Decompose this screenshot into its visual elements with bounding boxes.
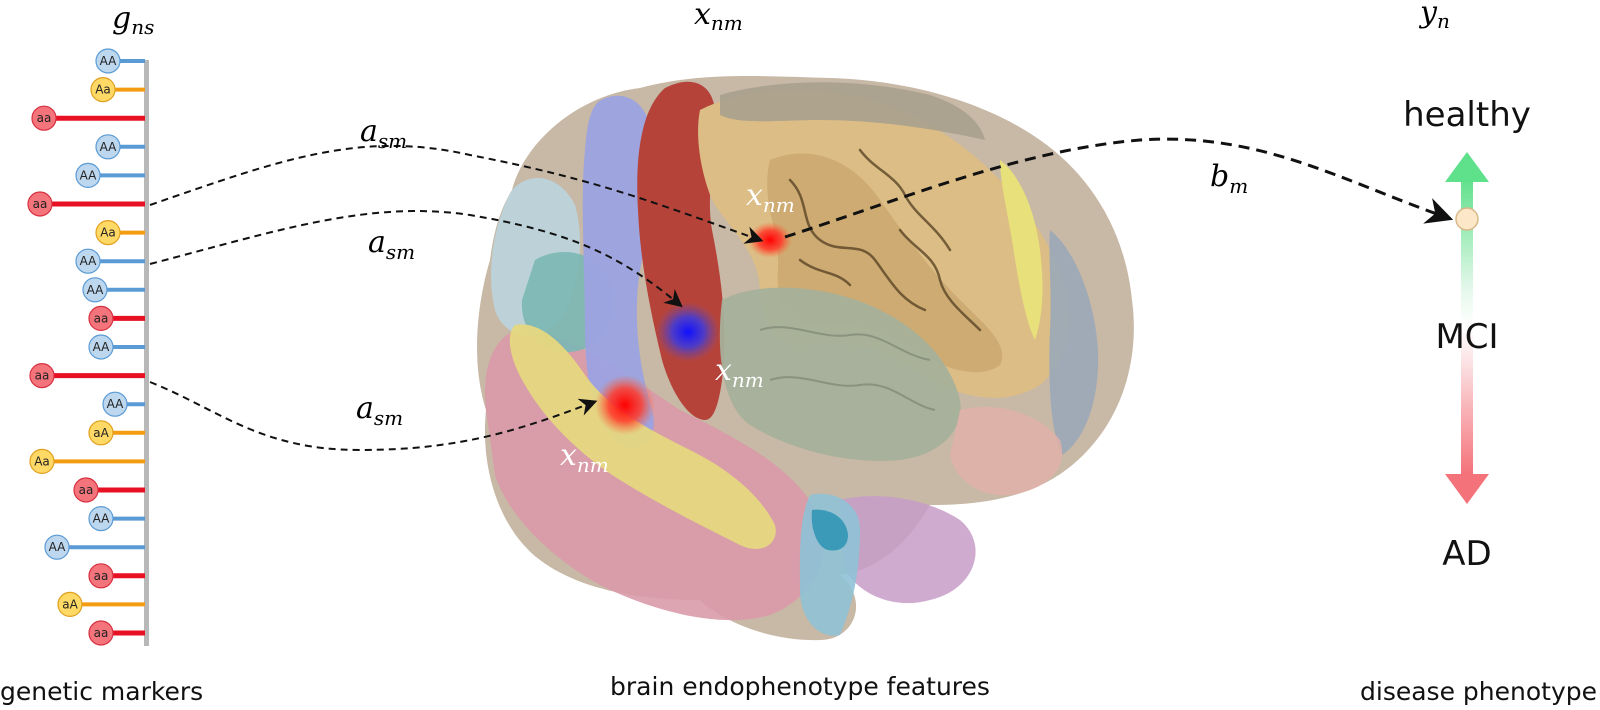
marker-allele-circle xyxy=(88,334,114,360)
marker-allele-circle xyxy=(88,620,114,646)
marker-allele-label: AA xyxy=(100,140,118,154)
marker-allele-circle xyxy=(75,248,101,274)
marker-allele-circle xyxy=(88,420,114,446)
marker-spine xyxy=(144,60,149,646)
right-edge-cortex xyxy=(1049,230,1099,455)
phenotype-mci: MCI xyxy=(1435,317,1498,357)
marker-allele-label: aa xyxy=(35,369,50,383)
marker-allele-label: aa xyxy=(94,626,109,640)
marker-allele-label: AA xyxy=(93,512,111,526)
brain-var-header: xnm xyxy=(694,0,743,35)
marker-allele-label: AA xyxy=(80,254,98,268)
lavender-gyrus xyxy=(582,95,654,449)
edge-a3 xyxy=(149,381,598,452)
yellow-right-strip xyxy=(1000,160,1043,340)
marker-allele-circle xyxy=(82,277,108,303)
marker-allele-label: AA xyxy=(100,54,118,68)
marker-allele-circle xyxy=(75,162,101,188)
marker-allele-circle xyxy=(90,76,116,103)
marker-allele-circle xyxy=(88,563,114,589)
marker-allele-label: AA xyxy=(93,340,111,354)
brain-illustration xyxy=(477,76,1134,641)
marker-allele-label: Aa xyxy=(34,454,50,468)
edge-a2 xyxy=(149,210,683,308)
region-label-temporal: xnm xyxy=(560,438,609,477)
marker-allele-label: aa xyxy=(33,197,48,211)
phenotype-healthy: healthy xyxy=(1403,95,1531,135)
edge-label-a1: asm xyxy=(360,114,407,153)
marker-allele-label: Aa xyxy=(100,226,116,240)
edges-layer xyxy=(149,137,1454,452)
parietal-folds xyxy=(759,326,936,411)
brainstem-dark xyxy=(811,509,848,551)
marker-allele-circle xyxy=(95,134,121,160)
subject-marker xyxy=(1455,207,1479,231)
marker-allele-circle xyxy=(29,448,55,474)
marker-allele-circle xyxy=(27,191,53,217)
marker-allele-label: aA xyxy=(62,597,78,611)
marker-allele-circle xyxy=(88,305,114,331)
marker-allele-circle xyxy=(57,591,83,618)
region-label-central: xnm xyxy=(715,353,764,392)
marker-allele-circle xyxy=(29,363,55,389)
marker-allele-label: aa xyxy=(94,311,109,325)
marker-allele-circle xyxy=(95,220,121,246)
phenotype-gradient-bar xyxy=(1461,178,1473,474)
marker-allele-label: aa xyxy=(94,569,109,583)
marker-allele-label: aa xyxy=(79,483,94,497)
yellow-gyrus xyxy=(509,324,776,549)
lower-right-cortex xyxy=(950,406,1063,496)
edge-a1 xyxy=(149,144,764,244)
healthy-arrowhead xyxy=(1445,152,1489,182)
marker-allele-circle xyxy=(95,48,121,74)
marker-allele-circle xyxy=(73,477,99,503)
edge-b xyxy=(784,137,1454,239)
edge-label-a3: asm xyxy=(356,391,403,430)
edge-label-b: bm xyxy=(1210,159,1248,198)
marker-allele-label: aa xyxy=(37,111,52,125)
parietal-lobe xyxy=(719,287,961,461)
marker-list: AAAaaaAAAAaaAaAAAAaaAAaaAAaAAaaaAAAAaaaA… xyxy=(27,48,145,646)
marker-allele-circle xyxy=(88,505,114,532)
phenotype-scale: healthy MCI AD xyxy=(1403,95,1531,574)
marker-allele-circle xyxy=(31,105,57,131)
upper-gray-band xyxy=(720,82,985,140)
marker-allele-label: AA xyxy=(80,168,98,182)
marker-allele-circle xyxy=(102,391,128,417)
cerebellum xyxy=(840,496,976,604)
hotspot-frontal-red xyxy=(748,222,792,258)
caption-brain-features: brain endophenotype features xyxy=(610,672,990,701)
hotspot-temporal-red xyxy=(595,375,655,435)
hotspot-central-blue xyxy=(656,302,720,362)
caption-genetic-markers: genetic markers xyxy=(0,677,203,706)
marker-allele-label: aA xyxy=(93,426,109,440)
region-label-frontal: xnm xyxy=(746,178,795,217)
genetic-var-header: gns xyxy=(112,1,154,39)
ad-arrowhead xyxy=(1445,474,1489,504)
marker-allele-label: AA xyxy=(49,540,67,554)
pheno-var-header: yn xyxy=(1418,0,1450,33)
marker-allele-label: Aa xyxy=(95,83,111,97)
caption-disease-phenotype: disease phenotype xyxy=(1360,677,1597,706)
edge-label-a2: asm xyxy=(368,225,415,264)
genetic-markers-panel: AAAaaaAAAAaaAaAAAAaaAAaaAAaAAaaaAAAAaaaA… xyxy=(27,48,149,646)
marker-allele-circle xyxy=(44,534,70,560)
marker-allele-label: AA xyxy=(107,397,125,411)
phenotype-ad: AD xyxy=(1442,534,1491,574)
marker-allele-label: AA xyxy=(87,283,105,297)
